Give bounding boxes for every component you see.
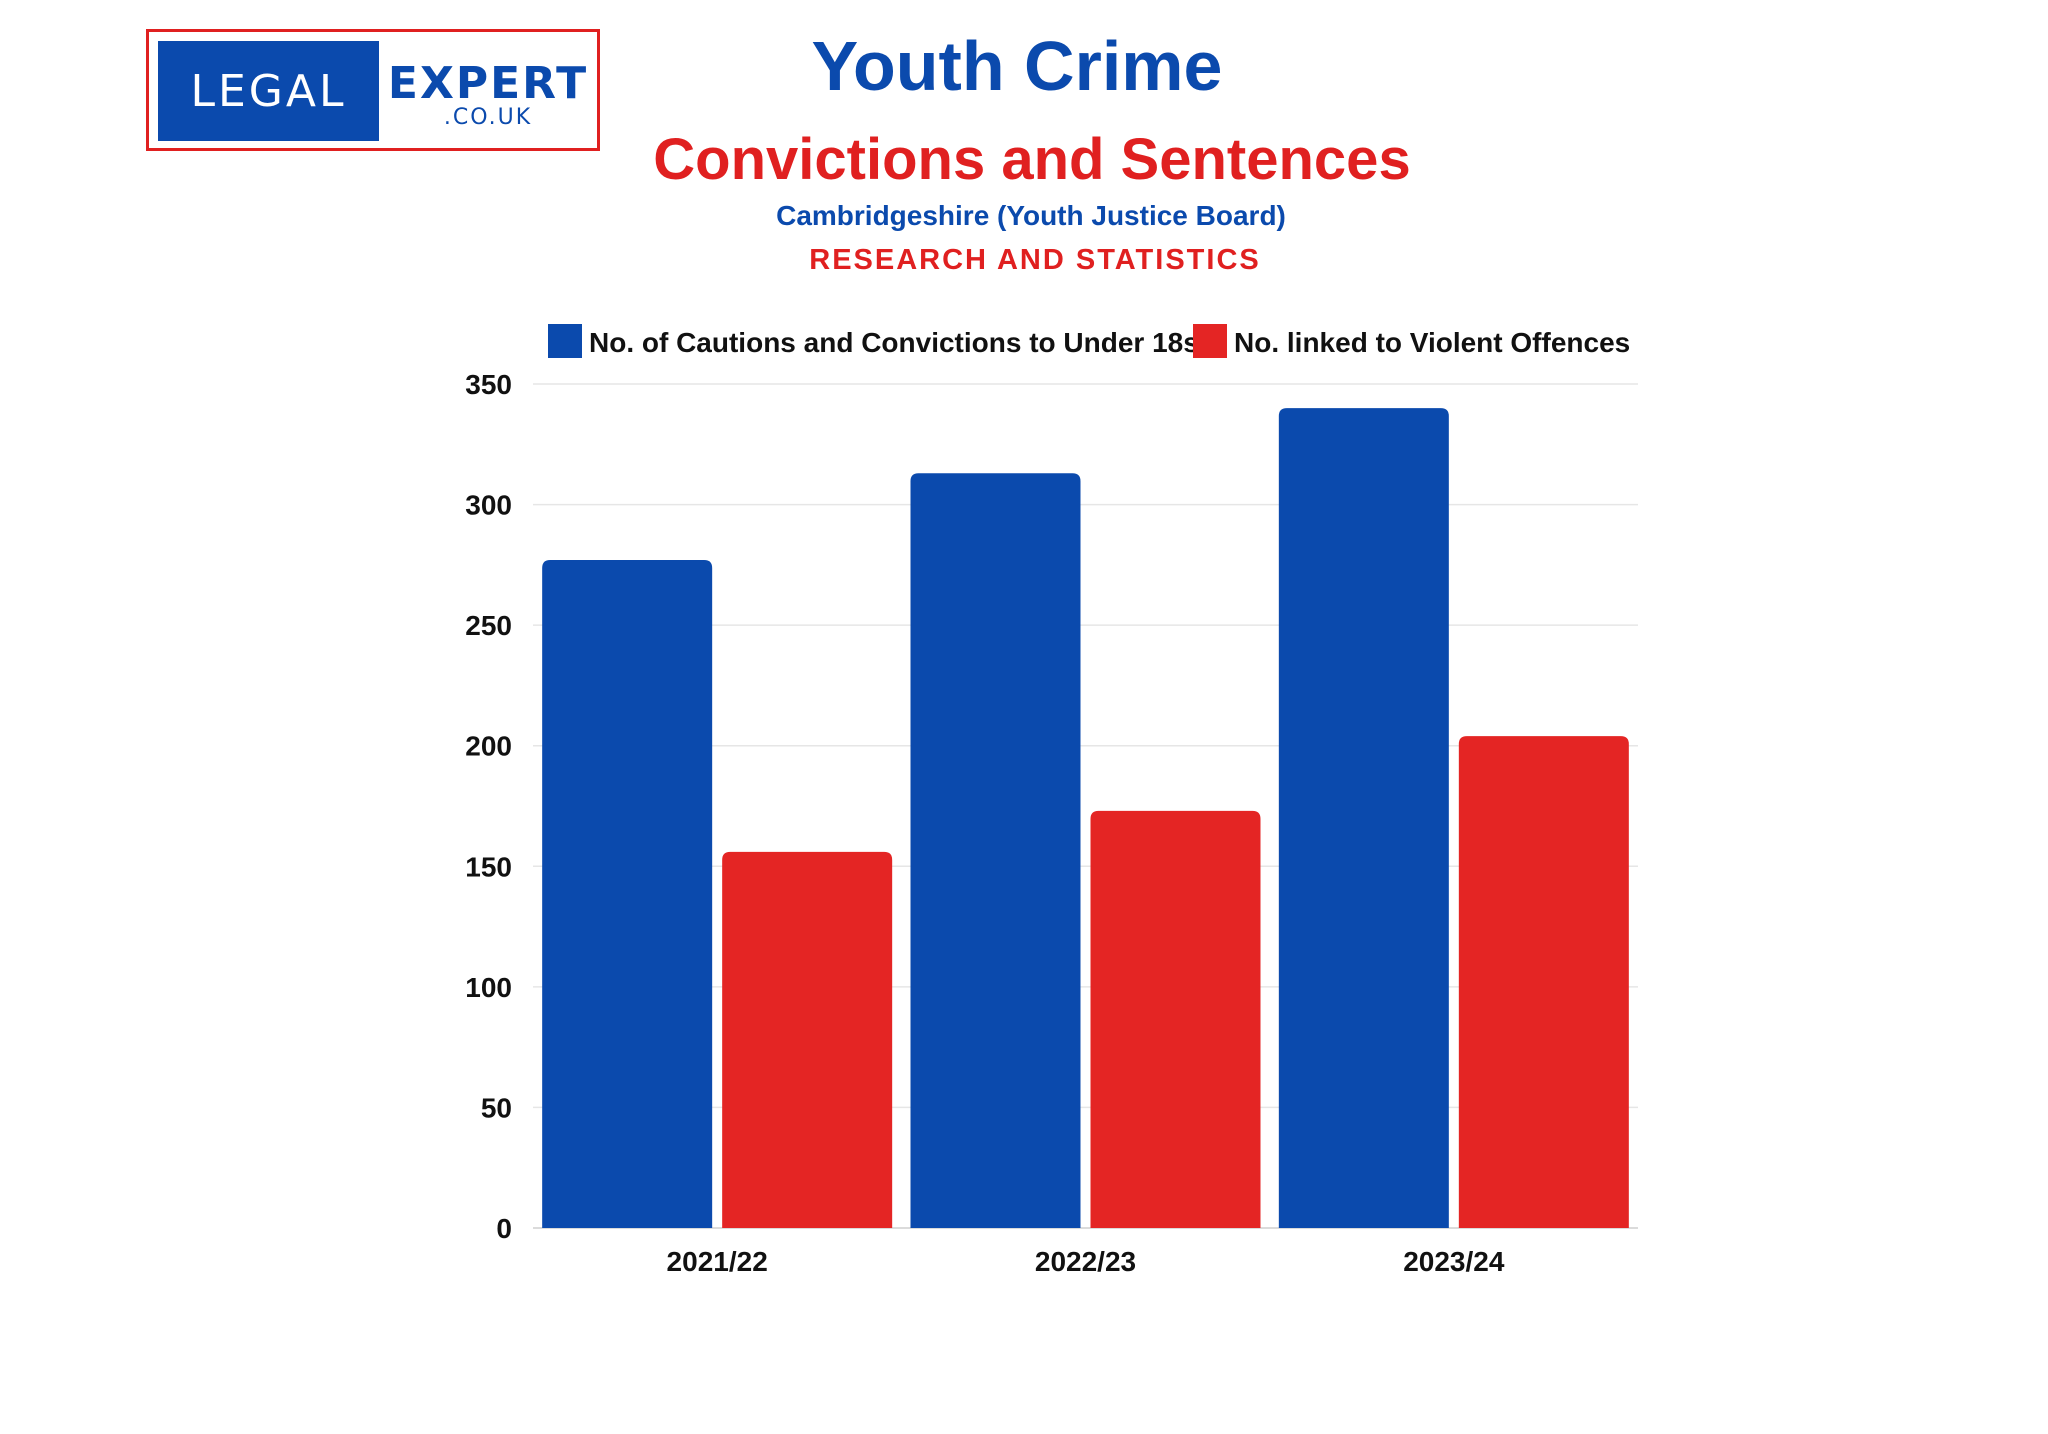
bar-violent-2022-23 [1090,810,1261,1228]
y-tick-label: 200 [465,731,512,762]
logo-legal: LEGAL [158,41,379,141]
y-tick-label: 0 [496,1213,512,1244]
grid-lines [533,383,1638,1229]
bars [542,408,1629,1229]
legend-label-cautions: No. of Cautions and Convictions to Under… [589,327,1199,358]
page-subtitle: Convictions and Sentences [653,127,1411,192]
y-tick-label: 50 [481,1092,512,1123]
bar-cautions-2021-22 [542,560,713,1228]
y-tick-label: 250 [465,610,512,641]
logo-expert: EXPERT [387,58,589,109]
y-tick-label: 350 [465,369,512,400]
y-tick-label: 300 [465,490,512,521]
bar-cautions-2023-24 [1278,408,1449,1229]
logo-expert-block: EXPERT .CO.UK [385,41,591,141]
legend-label-violent: No. linked to Violent Offences [1234,327,1630,358]
y-axis-ticks: 0 50 100 150 200 250 300 350 [465,369,512,1244]
x-tick-label: 2021/22 [667,1246,768,1277]
x-axis-ticks: 2021/22 2022/23 2023/24 [667,1246,1505,1277]
y-tick-label: 100 [465,972,512,1003]
legend-swatch-cautions [548,324,582,358]
y-tick-label: 150 [465,851,512,882]
bar-violent-2021-22 [722,851,893,1228]
page-title: Youth Crime [811,27,1223,105]
legend-swatch-violent [1193,324,1227,358]
x-tick-label: 2023/24 [1403,1246,1505,1277]
x-tick-label: 2022/23 [1035,1246,1136,1277]
source-line: Cambridgeshire (Youth Justice Board) [776,200,1286,231]
bar-cautions-2022-23 [910,473,1081,1228]
tagline: RESEARCH AND STATISTICS [809,244,1261,276]
logo-domain: .CO.UK [443,105,533,130]
legend: No. of Cautions and Convictions to Under… [548,324,1630,358]
bar-violent-2023-24 [1458,736,1629,1228]
logo: LEGAL EXPERT .CO.UK [146,29,600,151]
